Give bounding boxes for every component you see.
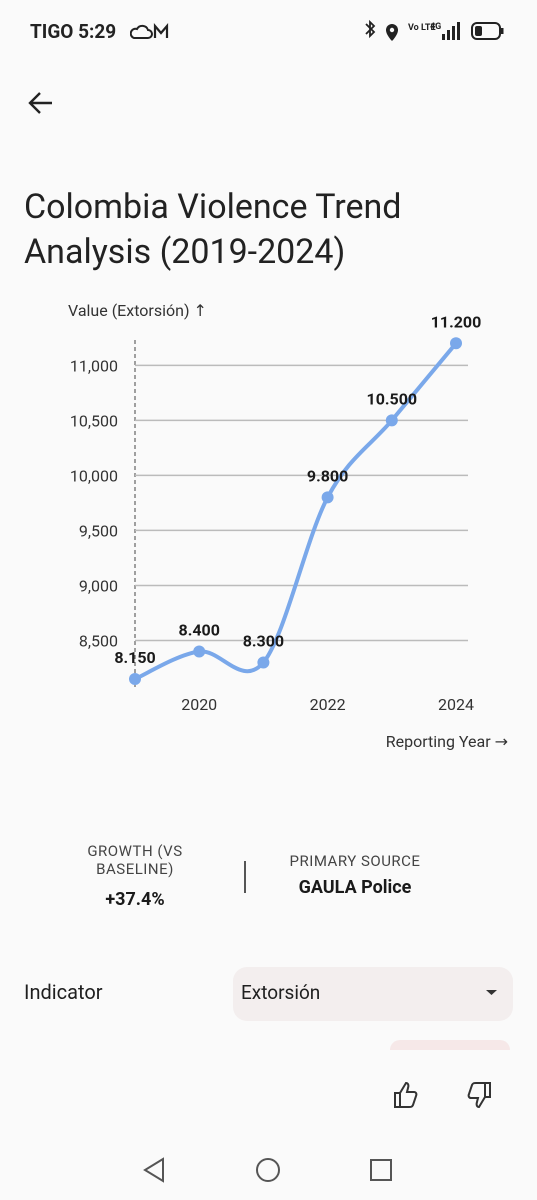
- value-label: 8.400: [179, 620, 220, 639]
- volte: Vo LTE: [408, 23, 436, 33]
- carrier-time: TIGO 5:29: [30, 20, 117, 43]
- data-point: [257, 656, 270, 669]
- y-tick-label: 10,000: [70, 466, 118, 485]
- data-point: [129, 672, 141, 685]
- x-tick-label: 2024: [438, 695, 474, 714]
- source-label: PRIMARY SOURCE: [289, 852, 421, 870]
- back-button[interactable]: [26, 88, 56, 118]
- data-point: [450, 337, 462, 350]
- data-point: [321, 491, 334, 504]
- value-label: 10.500: [367, 389, 418, 408]
- y-tick-label: 10,500: [70, 411, 118, 430]
- divider: [244, 861, 246, 893]
- dropdown-value: Extorsión: [241, 981, 321, 1004]
- data-point: [193, 645, 206, 658]
- x-axis-label: Reporting Year →: [386, 732, 508, 751]
- x-tick-label: 2022: [310, 695, 346, 714]
- status-icons-left: [130, 23, 169, 39]
- value-label: 9.800: [307, 466, 348, 485]
- dropdown-arrow: [486, 990, 497, 995]
- status-icons-right: Vo LTE 4G: [365, 19, 504, 41]
- network: 4G: [430, 22, 441, 32]
- growth-value: +37.4%: [105, 889, 165, 910]
- y-tick-label: 9,500: [79, 521, 118, 540]
- indicator-label: Indicator: [24, 980, 103, 1004]
- y-tick-label: 9,000: [79, 576, 118, 595]
- page-title: Colombia Violence Trend Analysis (2019-2…: [24, 187, 402, 272]
- value-label: 11.200: [431, 312, 482, 331]
- value-label: 8.300: [243, 631, 284, 650]
- x-tick-label: 2020: [181, 695, 217, 714]
- indicator-dropdown[interactable]: [233, 967, 513, 1021]
- chart: Value (Extorsión) ↑ Reporting Year → 8,500…: [68, 301, 508, 751]
- growth-label: GROWTH (VS BASELINE): [87, 842, 183, 878]
- nav-bar[interactable]: [0, 1145, 537, 1195]
- partial-control: [390, 1040, 510, 1050]
- value-label: 8.150: [114, 648, 155, 667]
- source-value: GAULA Police: [298, 877, 412, 898]
- y-tick-label: 11,000: [70, 356, 118, 375]
- feedback-buttons[interactable]: [390, 1078, 500, 1114]
- data-point: [385, 414, 398, 427]
- y-axis-label: Value (Extorsión) ↑: [68, 301, 207, 320]
- y-tick-label: 8,500: [79, 631, 118, 650]
